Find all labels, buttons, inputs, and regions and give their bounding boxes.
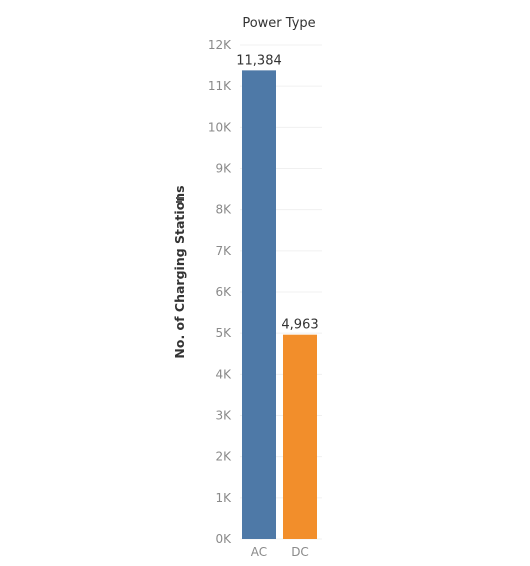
y-tick-label: 11K <box>208 79 232 93</box>
y-axis-title: No. of Charging Stations <box>172 185 187 358</box>
y-tick-label: 1K <box>215 491 232 505</box>
y-tick-label: 4K <box>215 367 232 381</box>
x-category-label-dc: DC <box>291 545 309 559</box>
y-tick-label: 5K <box>215 326 232 340</box>
sort-icon[interactable] <box>176 197 184 203</box>
y-tick-label: 10K <box>208 120 232 134</box>
x-axis-categories: AC DC <box>251 545 309 559</box>
value-labels: 11,384 4,963 <box>236 53 318 332</box>
bar-dc[interactable] <box>283 334 317 539</box>
bars <box>242 70 317 539</box>
y-axis-ticks: 0K 1K 2K 3K 4K 5K 6K 7K 8K 9K 10K 11K 12K <box>208 38 232 546</box>
y-tick-label: 9K <box>215 162 232 176</box>
bar-ac[interactable] <box>242 70 276 539</box>
y-tick-label: 12K <box>208 38 232 52</box>
y-tick-label: 0K <box>215 532 232 546</box>
value-label-dc: 4,963 <box>281 318 318 333</box>
y-tick-label: 8K <box>215 203 232 217</box>
value-label-ac: 11,384 <box>236 53 282 68</box>
y-tick-label: 6K <box>215 285 232 299</box>
column-header: Power Type <box>242 16 315 31</box>
y-tick-label: 2K <box>215 450 232 464</box>
x-category-label-ac: AC <box>251 545 267 559</box>
y-tick-label: 3K <box>215 409 232 423</box>
y-tick-label: 7K <box>215 244 232 258</box>
